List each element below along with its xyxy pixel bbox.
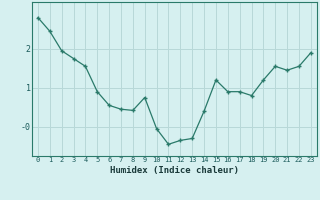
X-axis label: Humidex (Indice chaleur): Humidex (Indice chaleur) <box>110 166 239 175</box>
